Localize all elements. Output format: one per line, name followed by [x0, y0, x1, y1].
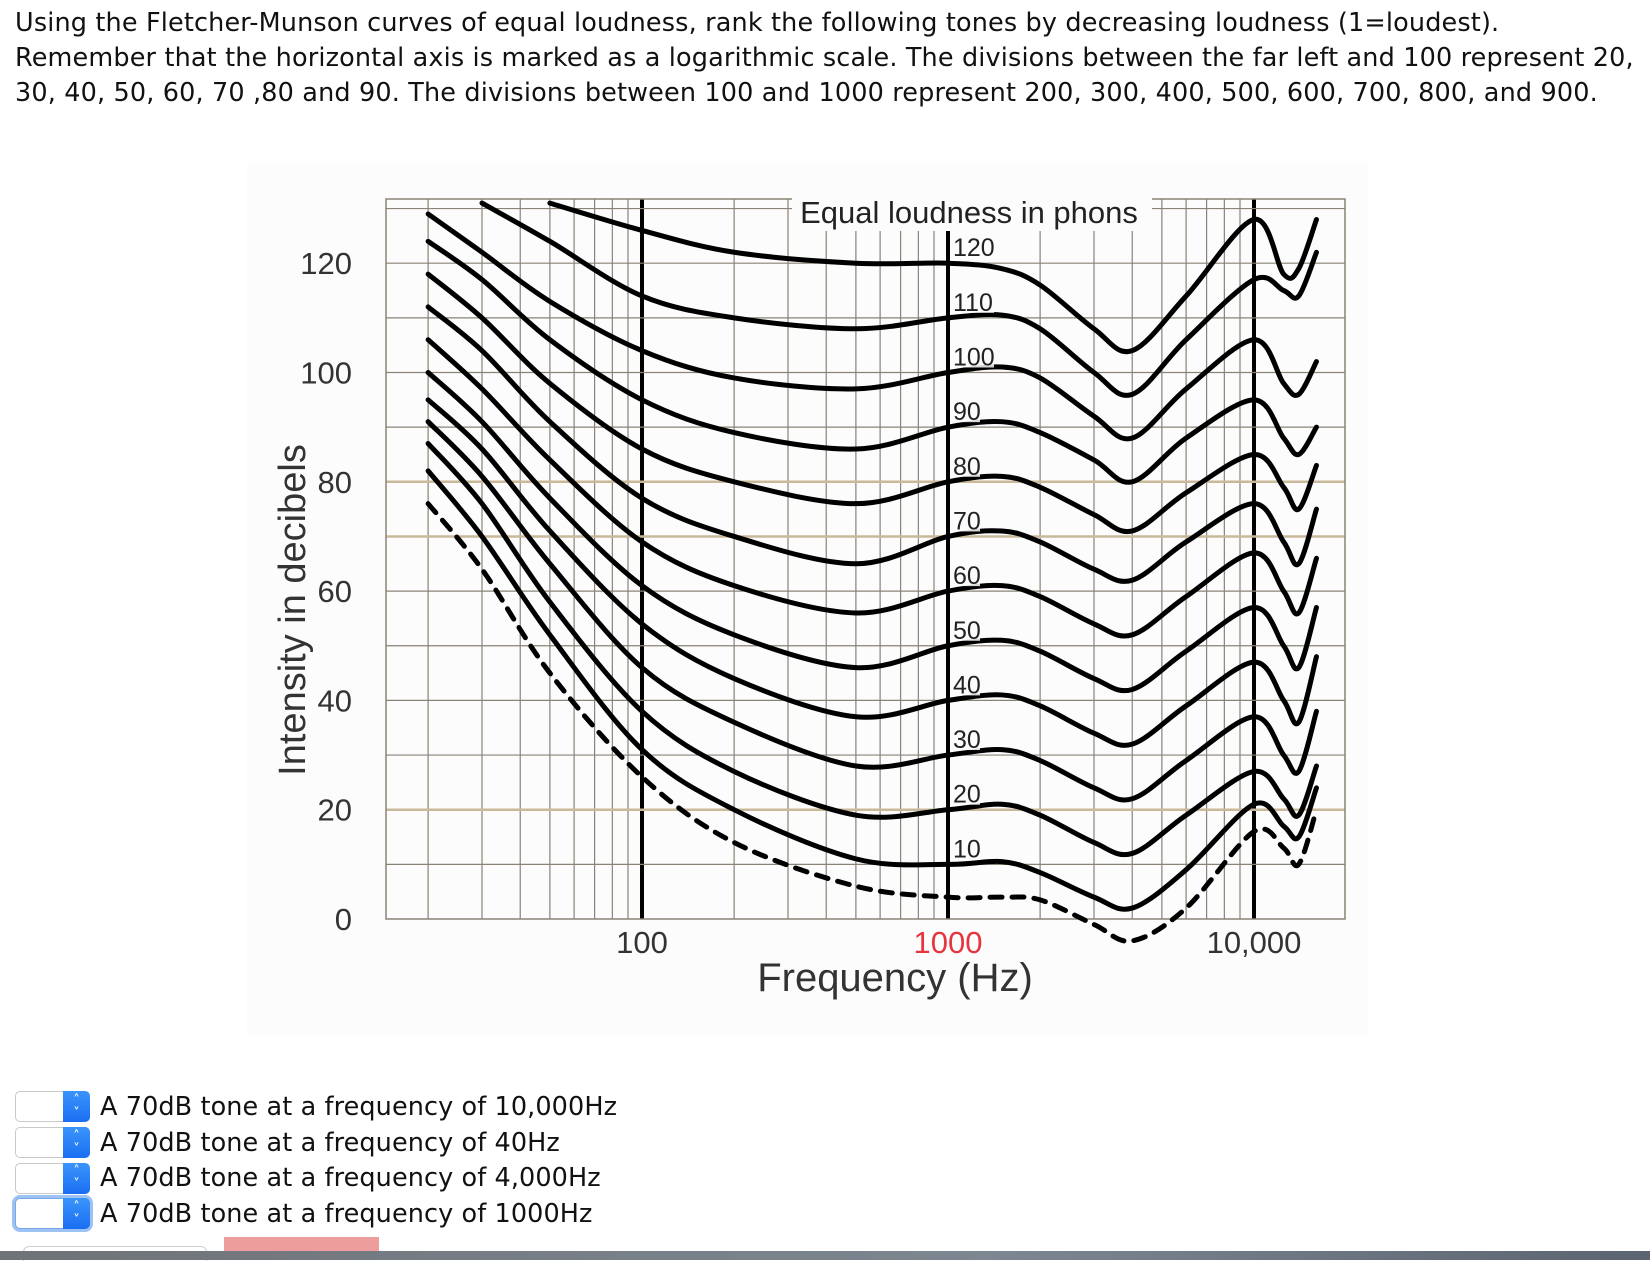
- question-text: Using the Fletcher-Munson curves of equa…: [15, 8, 1634, 108]
- curve-label-background: [952, 673, 980, 696]
- curve-label: 90: [953, 398, 981, 426]
- phon-curve-110: [479, 200, 1319, 398]
- phon-curve-40: [425, 397, 1319, 748]
- curve-label: 70: [953, 507, 981, 535]
- phon-curve-90: [425, 238, 1319, 485]
- y-tick-label: 40: [318, 683, 352, 718]
- curve-label: 60: [953, 562, 981, 590]
- y-tick-label: 60: [318, 574, 352, 609]
- x-tick-label: 100: [616, 925, 668, 960]
- y-tick-label: 0: [335, 902, 352, 937]
- ranking-row: ˄ ˅ A 70dB tone at a frequency of 10,000H…: [15, 1089, 617, 1125]
- rank-select[interactable]: ˄ ˅: [15, 1198, 90, 1230]
- curve-label-background: [952, 618, 980, 641]
- curve-label: 80: [953, 453, 981, 481]
- chart-title: Equal loudness in phons: [800, 195, 1138, 230]
- y-tick-label: 20: [318, 793, 352, 828]
- curve-label-background: [952, 564, 980, 587]
- phon-curve-60: [425, 337, 1319, 639]
- curve-label: 40: [953, 671, 981, 699]
- curve-label-background: [952, 290, 994, 313]
- curve-label-background: [952, 236, 994, 259]
- curve-label: 120: [953, 234, 995, 262]
- curve-label-background: [952, 837, 980, 860]
- curve-label-background: [952, 782, 980, 805]
- up-down-chevron-icon: ˄ ˅: [63, 1127, 90, 1159]
- y-axis-label: Intensity in decibels: [272, 444, 314, 776]
- curve-label-background: [952, 728, 980, 751]
- y-tick-label: 100: [300, 356, 352, 391]
- curve-label: 50: [953, 617, 981, 645]
- phon-curve-30: [425, 419, 1319, 803]
- ranking-row: ˄ ˅ A 70dB tone at a frequency of 4,000Hz: [15, 1160, 617, 1196]
- curve-label: 30: [953, 726, 981, 754]
- rank-select[interactable]: ˄ ˅: [15, 1091, 90, 1123]
- x-tick-label: 1000: [914, 925, 983, 960]
- curve-label: 10: [953, 835, 981, 863]
- x-axis-label: Frequency (Hz): [757, 956, 1033, 1000]
- title-background: [792, 197, 1152, 231]
- fletcher-munson-chart: Equal loudness in phons 10 20 30 40 50 60 70 80 9…: [247, 163, 1368, 1036]
- rank-select[interactable]: ˄ ˅: [15, 1162, 90, 1194]
- error-indicator: [224, 1237, 379, 1251]
- phon-curve-120: [547, 200, 1319, 355]
- x-tick-label: 10,000: [1207, 925, 1302, 960]
- up-down-chevron-icon: ˄ ˅: [63, 1162, 90, 1194]
- up-down-chevron-icon: ˄ ˅: [63, 1091, 90, 1123]
- phon-curve-20: [425, 441, 1319, 858]
- phon-curve-50: [425, 370, 1319, 694]
- curve-label: 110: [953, 289, 993, 317]
- ranking-row: ˄ ˅ A 70dB tone at a frequency of 40Hz: [15, 1125, 617, 1161]
- row-label: A 70dB tone at a frequency of 10,000Hz: [100, 1091, 618, 1122]
- threshold-curve: [425, 501, 1319, 944]
- row-label: A 70dB tone at a frequency of 1000Hz: [100, 1198, 593, 1229]
- phon-curve-70: [425, 304, 1319, 584]
- curve-label: 100: [953, 344, 995, 372]
- y-tick-label: 80: [318, 465, 352, 500]
- curve-label-background: [952, 509, 980, 532]
- curve-label: 20: [953, 781, 981, 809]
- ranking-row: ˄ ˅ A 70dB tone at a frequency of 1000Hz: [15, 1196, 617, 1232]
- y-tick-label: 120: [300, 246, 352, 281]
- ranking-list: ˄ ˅ A 70dB tone at a frequency of 10,000H…: [15, 1089, 617, 1232]
- bottom-bar: [0, 1251, 1650, 1260]
- curve-label-background: [952, 400, 980, 423]
- row-label: A 70dB tone at a frequency of 40Hz: [100, 1127, 560, 1158]
- phon-curve-100: [425, 211, 1319, 442]
- up-down-chevron-icon: ˄ ˅: [63, 1198, 90, 1230]
- phon-curve-10: [425, 468, 1319, 912]
- plot-frame: [385, 198, 1346, 920]
- curve-label-background: [952, 454, 980, 477]
- rank-select[interactable]: ˄ ˅: [15, 1127, 90, 1159]
- row-label: A 70dB tone at a frequency of 4,000Hz: [100, 1163, 601, 1194]
- curve-label-background: [952, 345, 994, 368]
- phon-curve-80: [425, 271, 1319, 535]
- chart-svg: Equal loudness in phons 10 20 30 40 50 60 70 80 9…: [272, 195, 1346, 1000]
